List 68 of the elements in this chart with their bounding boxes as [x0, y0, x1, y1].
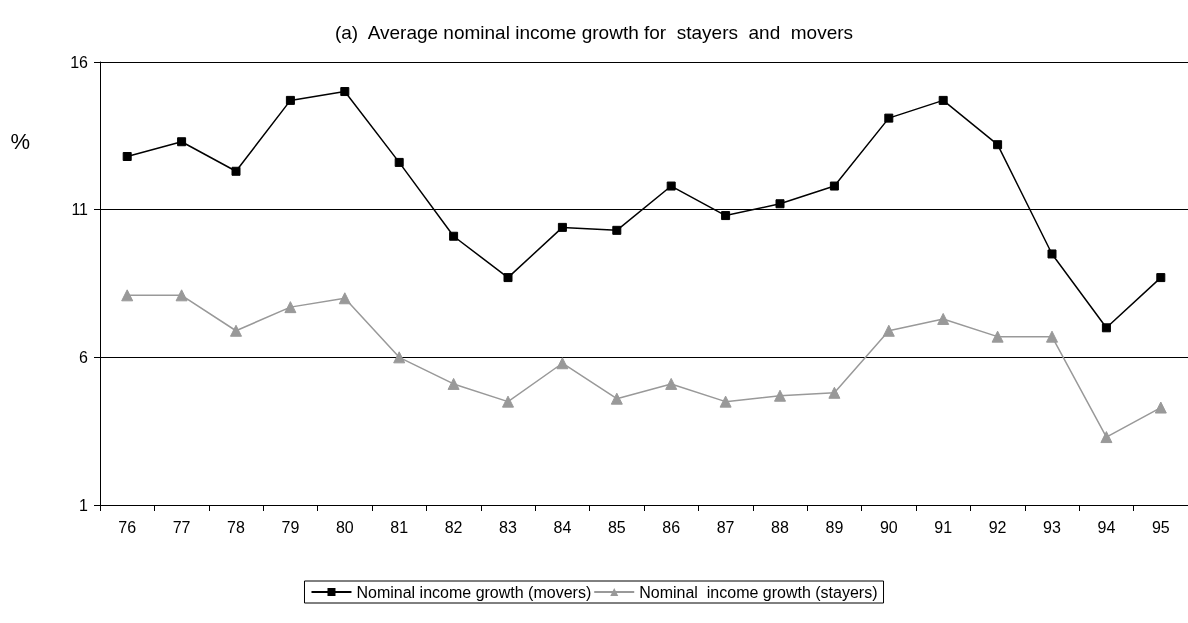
- x-tick-label: 76: [118, 518, 137, 536]
- point: [556, 357, 569, 370]
- x-tick-label: 91: [934, 518, 953, 536]
- point: [1046, 330, 1058, 343]
- point: [1100, 431, 1113, 444]
- point: [447, 377, 460, 390]
- x-tick-label: 79: [281, 518, 300, 536]
- point: [993, 140, 1003, 150]
- x-tick-label: 94: [1097, 518, 1116, 536]
- point: [775, 199, 785, 209]
- x-tick-label: 80: [335, 518, 354, 536]
- y-tick-label: 6: [79, 348, 89, 366]
- point: [122, 152, 132, 162]
- point: [285, 95, 295, 105]
- x-tick-label: 87: [716, 518, 735, 536]
- point: [612, 225, 622, 235]
- point: [884, 113, 894, 123]
- legend-label: Nominal income growth (movers): [356, 583, 592, 601]
- x-tick-label: 83: [499, 518, 517, 536]
- point: [721, 211, 731, 221]
- y-tick-label: 11: [71, 201, 89, 219]
- point: [1047, 249, 1057, 259]
- x-tick-label: 85: [607, 518, 626, 536]
- point: [1101, 323, 1111, 333]
- point: [938, 95, 948, 105]
- x-tick-label: 77: [172, 518, 191, 536]
- point: [882, 324, 895, 337]
- point: [1156, 273, 1166, 283]
- point: [610, 392, 623, 405]
- x-tick-label: 86: [662, 518, 681, 536]
- point: [394, 157, 404, 167]
- point: [719, 395, 732, 408]
- point: [829, 181, 839, 191]
- point: [503, 273, 513, 283]
- point: [338, 292, 351, 305]
- y-axis-title: %: [10, 128, 30, 154]
- x-tick-label: 81: [390, 518, 409, 536]
- point: [774, 389, 786, 402]
- x-tick-label: 89: [825, 518, 844, 536]
- point: [502, 395, 514, 408]
- point: [340, 87, 350, 97]
- point: [121, 289, 134, 302]
- point: [991, 330, 1004, 343]
- point: [175, 289, 188, 302]
- point: [230, 324, 242, 337]
- point: [665, 377, 678, 390]
- x-tick-label: 95: [1151, 518, 1170, 536]
- y-tick-label: 1: [79, 496, 89, 514]
- point: [937, 312, 950, 325]
- point: [666, 181, 676, 191]
- point: [828, 386, 841, 399]
- x-tick-label: 92: [988, 518, 1007, 536]
- y-tick-label: 16: [70, 53, 89, 71]
- point: [231, 166, 241, 176]
- point: [1154, 401, 1167, 414]
- x-tick-label: 78: [227, 518, 245, 536]
- x-tick-label: 90: [879, 518, 898, 536]
- legend-label: Nominal income growth (stayers): [639, 583, 878, 601]
- point: [393, 351, 406, 364]
- x-tick-label: 84: [553, 518, 572, 536]
- point: [449, 231, 459, 241]
- point: [177, 137, 187, 147]
- x-tick-label: 93: [1043, 518, 1061, 536]
- point: [284, 301, 297, 314]
- point: [557, 222, 567, 232]
- chart-title: (a) Average nominal income growth for stayers and movers: [334, 22, 854, 43]
- x-tick-label: 82: [444, 518, 463, 536]
- x-tick-label: 88: [771, 518, 789, 536]
